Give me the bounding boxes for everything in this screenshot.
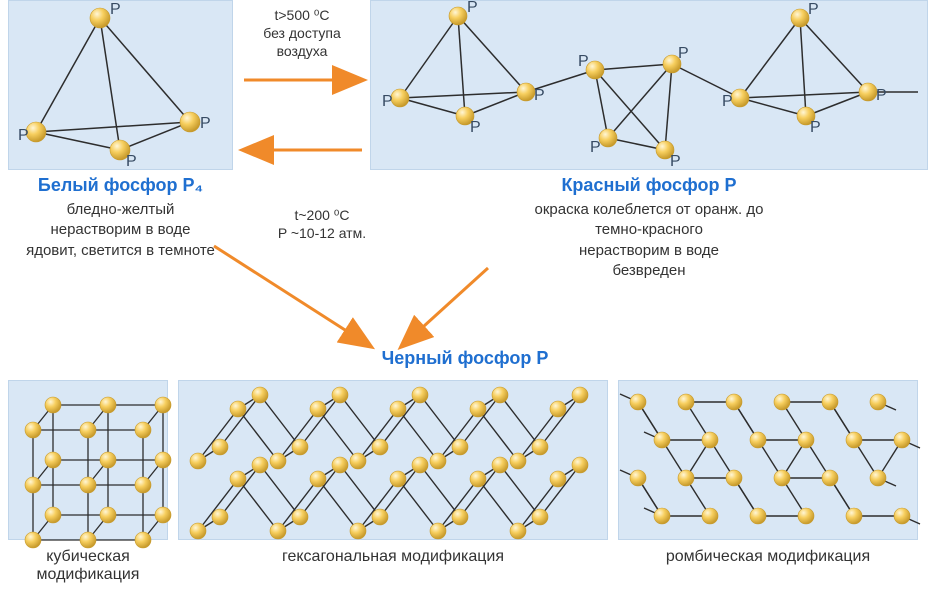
red-phosphorus-desc: окраска колеблется от оранж. дотемно-кра… — [370, 200, 928, 281]
svg-text:P: P — [18, 127, 29, 144]
cubic-lattice — [25, 397, 171, 548]
svg-text:P: P — [534, 87, 545, 104]
hexagonal-caption: гексагональная модификация — [178, 548, 608, 566]
black-phosphorus-title: Черный фосфор P — [0, 348, 930, 369]
svg-text:P: P — [876, 87, 887, 104]
rhombic-caption: ромбическая модификация — [618, 548, 918, 566]
white-phosphorus-title: Белый фосфор P₄ — [8, 175, 233, 196]
svg-text:P: P — [110, 1, 121, 18]
black-conditions: t~200 ⁰CP ~10-12 атм. — [252, 206, 392, 242]
svg-text:P: P — [467, 0, 478, 16]
red-phosphorus-title: Красный фосфор P — [370, 175, 928, 196]
white-phosphorus-molecule: P P P P — [18, 1, 211, 170]
svg-text:P: P — [382, 93, 393, 110]
svg-text:P: P — [810, 119, 821, 136]
white-phosphorus-desc: бледно-желтыйнерастворим в водеядовит, с… — [8, 200, 233, 261]
diagram-svg: P P P P P P P P P P P P P P P P — [0, 0, 930, 609]
svg-text:P: P — [678, 45, 689, 62]
svg-text:P: P — [722, 93, 733, 110]
svg-text:P: P — [808, 1, 819, 18]
red-phosphorus-chain: P P P P P P P P P P P P — [382, 0, 918, 170]
rhombic-lattice — [620, 394, 920, 524]
cubic-caption: кубическаямодификация — [8, 548, 168, 584]
svg-text:P: P — [590, 139, 601, 156]
svg-text:P: P — [470, 119, 481, 136]
hexagonal-lattice — [190, 387, 588, 539]
svg-text:P: P — [200, 115, 211, 132]
svg-text:P: P — [670, 153, 681, 170]
forward-conditions: t>500 ⁰Cбез доступавоздуха — [238, 6, 366, 61]
svg-text:P: P — [126, 153, 137, 170]
svg-text:P: P — [578, 53, 589, 70]
